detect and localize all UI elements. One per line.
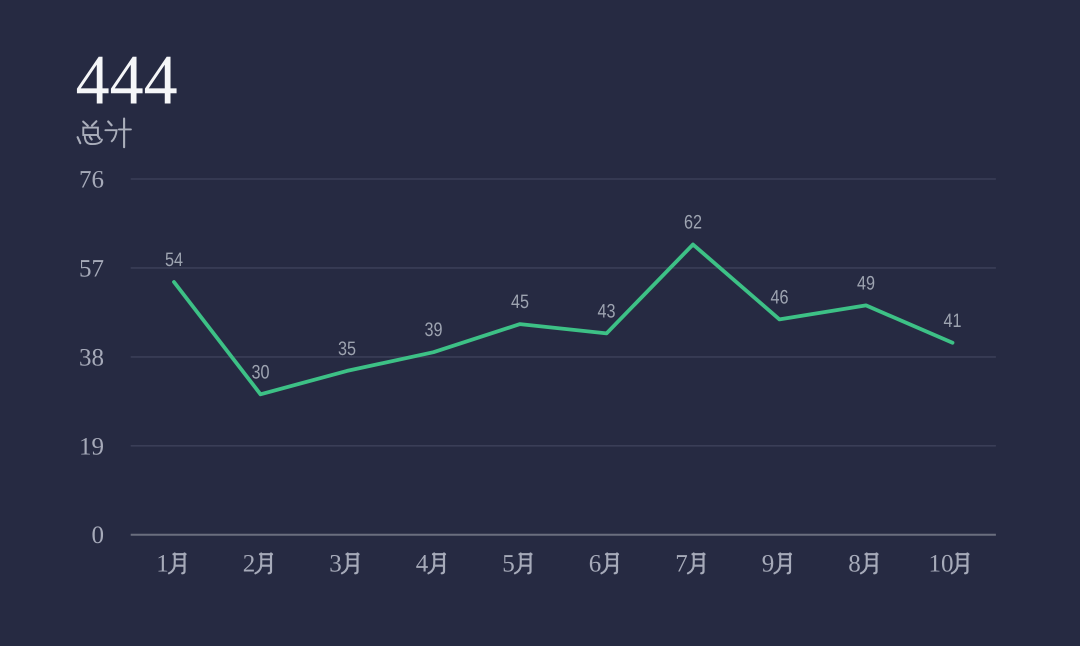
svg-text:1: 1 bbox=[156, 550, 169, 577]
svg-text:4: 4 bbox=[416, 550, 429, 577]
svg-text:10: 10 bbox=[929, 550, 954, 577]
svg-text:43: 43 bbox=[598, 300, 616, 322]
svg-text:9: 9 bbox=[762, 550, 775, 577]
svg-text:2: 2 bbox=[243, 550, 256, 577]
svg-text:38: 38 bbox=[79, 344, 104, 371]
svg-text:45: 45 bbox=[511, 291, 529, 313]
svg-text:62: 62 bbox=[684, 212, 702, 234]
svg-text:76: 76 bbox=[79, 167, 104, 194]
svg-text:6: 6 bbox=[589, 550, 602, 577]
svg-text:3: 3 bbox=[329, 550, 342, 577]
svg-text:46: 46 bbox=[771, 286, 789, 308]
svg-text:444: 444 bbox=[76, 42, 178, 120]
svg-text:30: 30 bbox=[252, 361, 270, 383]
svg-text:5: 5 bbox=[502, 550, 515, 577]
svg-text:8: 8 bbox=[848, 550, 861, 577]
svg-text:39: 39 bbox=[425, 319, 443, 341]
svg-text:57: 57 bbox=[79, 255, 104, 282]
svg-text:0: 0 bbox=[92, 522, 105, 549]
svg-text:35: 35 bbox=[338, 338, 356, 360]
svg-text:49: 49 bbox=[857, 272, 875, 294]
svg-text:7: 7 bbox=[675, 550, 688, 577]
svg-text:41: 41 bbox=[944, 310, 962, 332]
svg-text:54: 54 bbox=[165, 249, 183, 271]
svg-text:19: 19 bbox=[79, 433, 104, 460]
